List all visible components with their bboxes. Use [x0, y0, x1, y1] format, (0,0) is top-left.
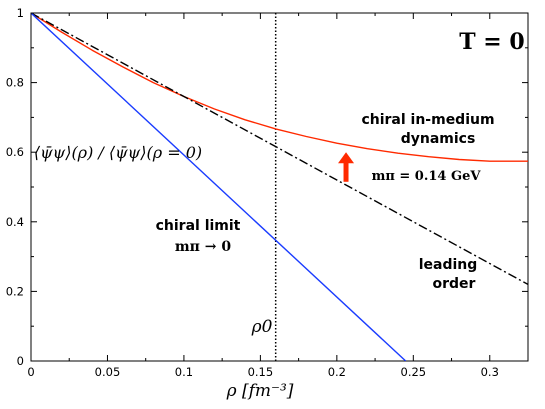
- annotation-leading: leading: [419, 257, 478, 273]
- y-tick-label: 0.2: [6, 284, 24, 298]
- plot-area: [30, 12, 529, 362]
- y-axis-label: ⟨ψ̄ψ⟩(ρ) / ⟨ψ̄ψ⟩(ρ = 0): [34, 143, 202, 162]
- annotation-dynamics: dynamics: [401, 131, 476, 147]
- y-axis-label-text: ⟨ψ̄ψ⟩(ρ) / ⟨ψ̄ψ⟩(ρ = 0): [34, 143, 202, 162]
- series-layer: [31, 13, 528, 361]
- x-tick-label: 0.3: [481, 365, 499, 379]
- y-tick-label: 1: [17, 6, 24, 20]
- annotation-chiral-limit: chiral limit: [156, 218, 241, 234]
- y-tick-label: 0.4: [6, 215, 24, 229]
- series-line-chiral-limit: [31, 13, 407, 361]
- x-axis-label: ρ [fm⁻³]: [226, 381, 294, 401]
- rho0-label: ρ0: [251, 317, 273, 337]
- annotation-mpi-phys: mπ = 0.14 GeV: [372, 169, 482, 184]
- y-tick-label: 0: [17, 354, 24, 368]
- y-tick-label: 0.8: [6, 76, 24, 90]
- annotation-chiral-in-medium: chiral in-medium: [361, 112, 494, 128]
- x-tick-label: 0.05: [95, 365, 121, 379]
- annotation-mpi-zero: mπ → 0: [175, 239, 232, 255]
- x-tick-label: 0.2: [328, 365, 346, 379]
- annotation-order: order: [433, 276, 476, 292]
- series-line-leading-order: [31, 13, 528, 286]
- arrow-head: [338, 152, 355, 164]
- x-tick-label: 0.25: [401, 365, 427, 379]
- plot-frame: [30, 12, 529, 362]
- x-tick-label: 0: [27, 365, 34, 379]
- x-tick-label: 0.1: [175, 365, 193, 379]
- chart-title: T = 0: [459, 29, 524, 55]
- series-line-chiral-in-medium-dynamics: [31, 13, 528, 162]
- x-tick-label: 0.15: [248, 365, 274, 379]
- ticks-layer: 0 0.05 0.1 0.15 0.2 0.25 0.3 0 0.2 0.4 0.6 0.8 1: [6, 6, 528, 379]
- y-tick-label: 0.6: [6, 145, 24, 159]
